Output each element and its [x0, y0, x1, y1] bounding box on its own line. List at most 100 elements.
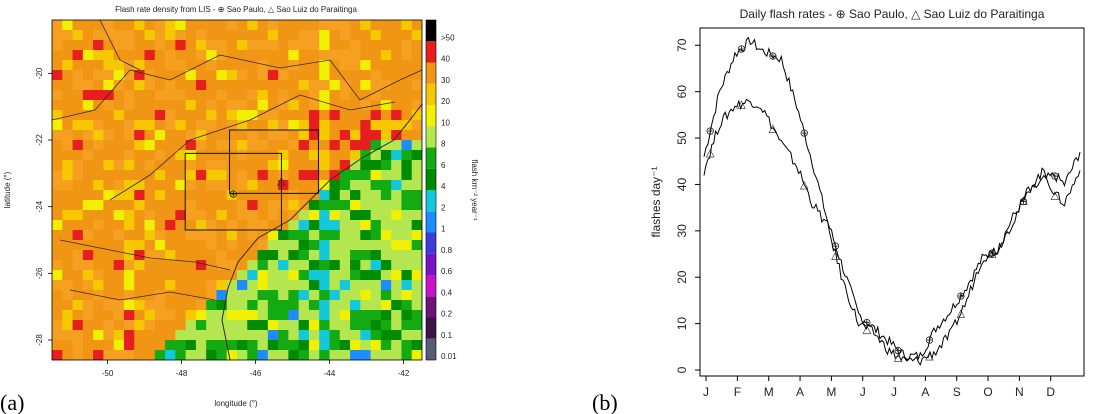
- heatmap-cell: [278, 220, 289, 231]
- heatmap-cell: [165, 120, 176, 131]
- heatmap-cell: [401, 160, 413, 171]
- heatmap-cell: [278, 230, 289, 241]
- heatmap-cell: [237, 70, 248, 81]
- heatmap-cell: [380, 110, 392, 121]
- heatmap-cell: [52, 130, 63, 141]
- heatmap-cell: [237, 330, 248, 341]
- heatmap-cell: [360, 300, 372, 311]
- heatmap-cell: [134, 150, 145, 161]
- heatmap-cell: [278, 170, 289, 181]
- x-tick-label: -48: [176, 369, 188, 378]
- heatmap-cell: [350, 70, 361, 81]
- heatmap-cell: [93, 20, 104, 31]
- heatmap-cell: [216, 180, 228, 191]
- heatmap-cell: [103, 50, 115, 61]
- heatmap-cell: [247, 60, 258, 71]
- heatmap-cell: [380, 170, 392, 181]
- heatmap-cell: [350, 150, 361, 161]
- heatmap-cell: [103, 250, 115, 261]
- heatmap-cell: [370, 180, 382, 191]
- heatmap-cell: [350, 190, 361, 201]
- heatmap-cell: [319, 140, 330, 151]
- heatmap-cell: [113, 50, 125, 61]
- heatmap-cell: [72, 310, 84, 321]
- heatmap-cell: [411, 280, 422, 291]
- heatmap-cell: [185, 200, 197, 211]
- heatmap-cell: [329, 240, 341, 251]
- heatmap-cell: [370, 40, 382, 51]
- heatmap-cell: [144, 180, 156, 191]
- heatmap-cell: [350, 260, 361, 271]
- heatmap-cell: [144, 20, 156, 31]
- heatmap-cell: [267, 130, 279, 141]
- heatmap-cell: [103, 60, 115, 71]
- heatmap-cell: [360, 40, 372, 51]
- heatmap-cell: [411, 20, 422, 31]
- heatmap-cell: [329, 30, 341, 41]
- heatmap-cell: [195, 120, 207, 131]
- heatmap-cell: [391, 270, 402, 281]
- heatmap-cell: [237, 190, 248, 201]
- heatmap-cell: [257, 170, 269, 181]
- heatmap-cell: [134, 350, 145, 360]
- heatmap-cell: [360, 310, 372, 321]
- heatmap-cell: [134, 260, 145, 271]
- heatmap-cell: [411, 60, 422, 71]
- heatmap-cell: [391, 260, 402, 271]
- heatmap-cell: [350, 140, 361, 151]
- heatmap-cell: [319, 210, 330, 221]
- heatmap-cell: [82, 170, 94, 181]
- heatmap-cell: [319, 310, 330, 321]
- series-point-marker: △: [831, 250, 840, 262]
- heatmap-cell: [350, 310, 361, 321]
- heatmap-cell: [308, 50, 320, 61]
- heatmap-cell: [401, 330, 413, 341]
- heatmap-cell: [308, 130, 320, 141]
- heatmap-cell: [62, 70, 73, 81]
- heatmap-cell: [165, 110, 176, 121]
- heatmap-cell: [93, 200, 104, 211]
- city-marker: ⊕: [229, 188, 238, 200]
- heatmap-cell: [82, 60, 94, 71]
- heatmap-cell: [62, 30, 73, 41]
- colorbar-segment: [426, 232, 436, 254]
- heatmap-cell: [226, 210, 238, 221]
- heatmap-cell: [82, 270, 94, 281]
- heatmap-cell: [391, 340, 402, 351]
- colorbar-segment: [426, 275, 436, 297]
- heatmap-cell: [298, 70, 310, 81]
- heatmap-cell: [370, 110, 382, 121]
- heatmap-cell: [329, 250, 341, 261]
- heatmap-cell: [216, 90, 228, 101]
- heatmap-cell: [52, 190, 63, 201]
- heatmap-cell: [82, 310, 94, 321]
- heatmap-cell: [329, 60, 341, 71]
- heatmap-cell: [350, 160, 361, 171]
- heatmap-cell: [370, 160, 382, 171]
- heatmap-cell: [93, 320, 104, 331]
- heatmap-cell: [206, 120, 217, 131]
- heatmap-cell: [288, 240, 300, 251]
- heatmap-cell: [339, 50, 351, 61]
- heatmap-cell: [72, 190, 84, 201]
- heatmap-cell: [113, 250, 125, 261]
- heatmap-cell: [401, 230, 413, 241]
- heatmap-cell: [319, 300, 330, 311]
- heatmap-cell: [411, 70, 422, 81]
- heatmap-plot-frame: [51, 19, 423, 361]
- heatmap-cell: [288, 150, 300, 161]
- heatmap-cell: [257, 180, 269, 191]
- heatmap-cell: [288, 190, 300, 201]
- heatmap-cell: [339, 200, 351, 211]
- heatmap-cell: [350, 340, 361, 351]
- heatmap-cell: [93, 160, 104, 171]
- heatmap-cell: [123, 170, 135, 181]
- heatmap-cell: [175, 40, 187, 51]
- heatmap-cell: [247, 50, 258, 61]
- heatmap-cell: [82, 190, 94, 201]
- heatmap-cell: [195, 240, 207, 251]
- heatmap-cell: [391, 240, 402, 251]
- heatmap-cell: [319, 340, 330, 351]
- heatmap-cell: [154, 330, 166, 341]
- heatmap-cell: [278, 250, 289, 261]
